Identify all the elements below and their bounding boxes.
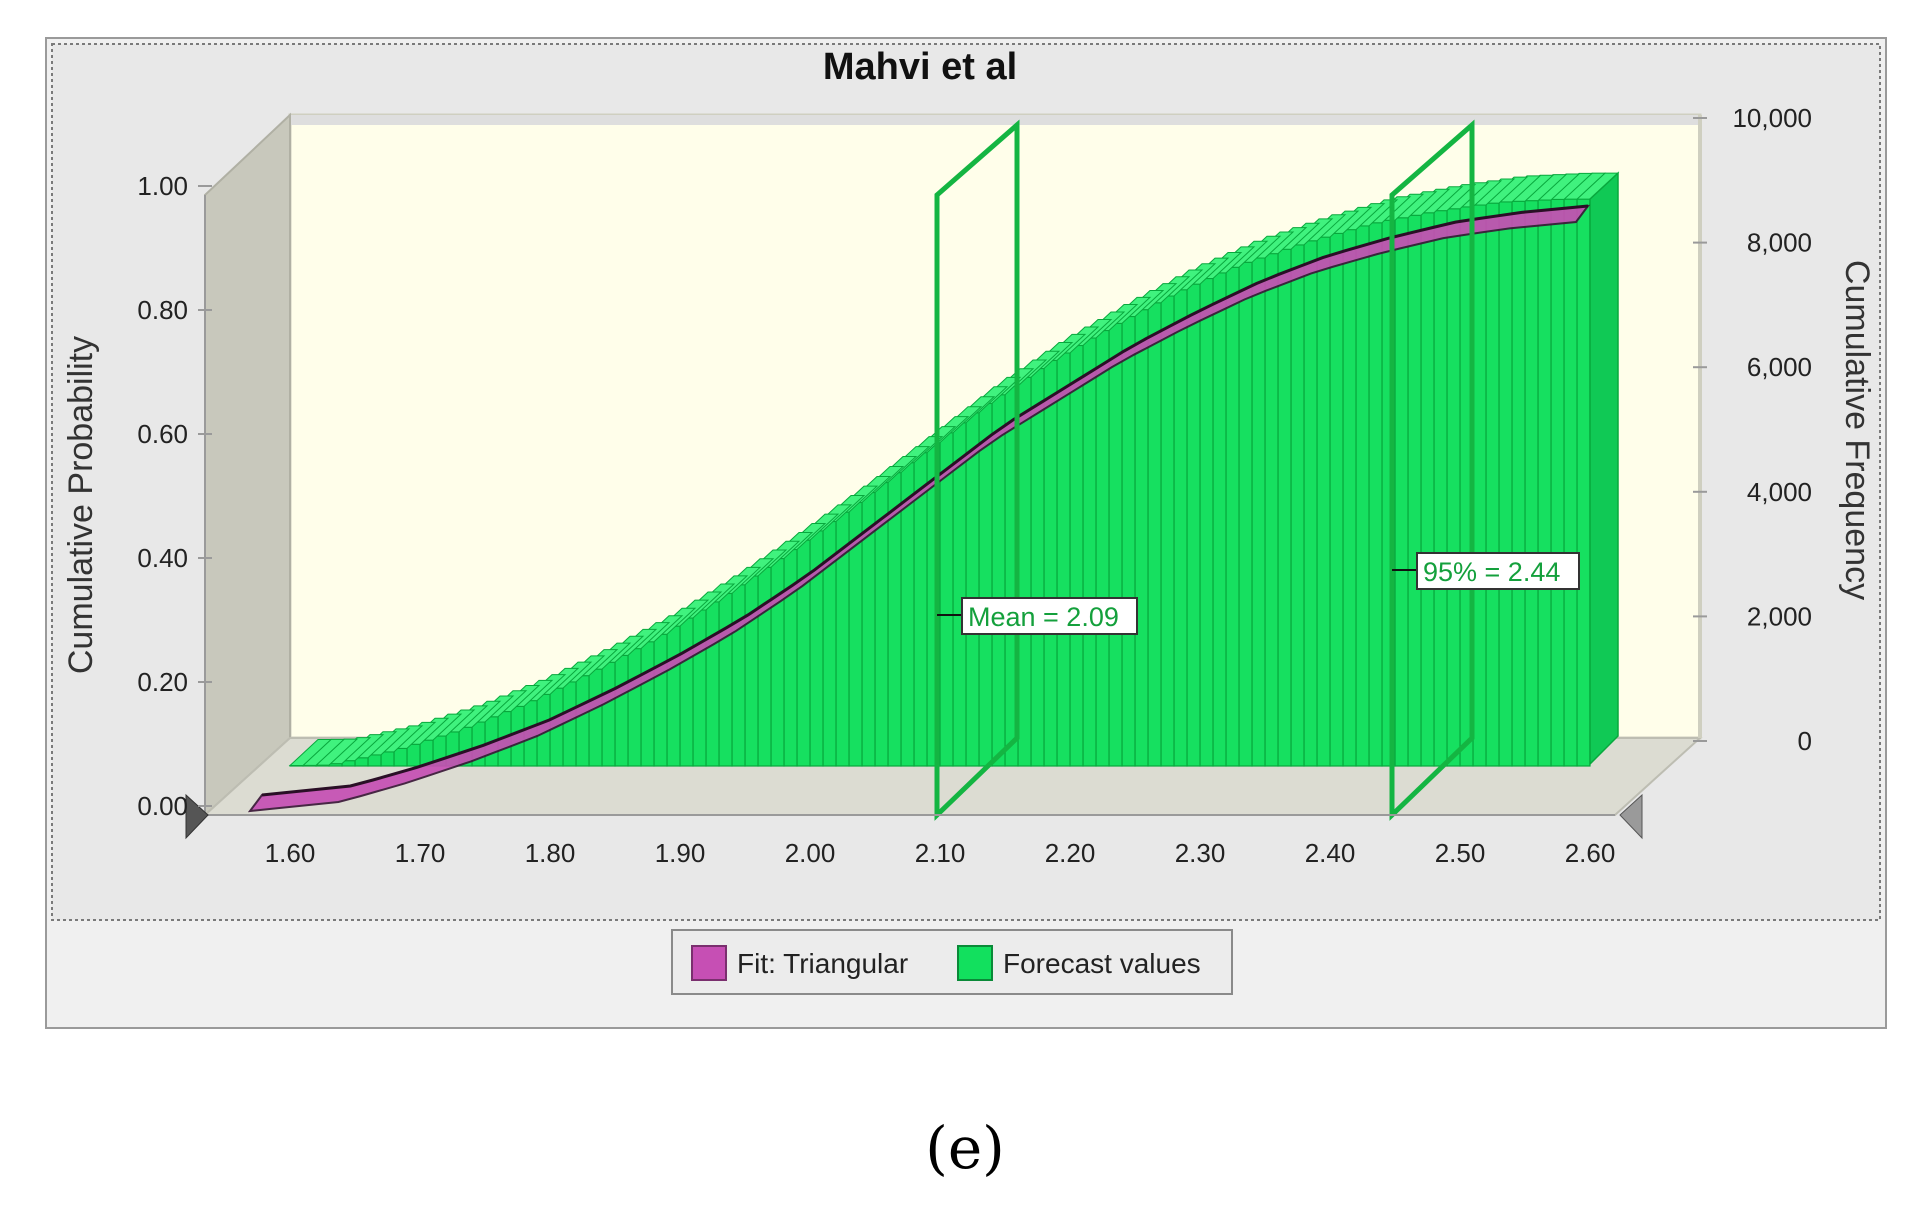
y2-axis-title: Cumulative Frequency [1838,260,1876,600]
y2-tick-label: 8,000 [1747,228,1812,258]
mean-marker-label: Mean = 2.09 [968,602,1119,632]
x-tick-label: 2.30 [1175,838,1226,868]
x-tick-label: 1.70 [395,838,446,868]
y-tick-label: 0.60 [137,419,188,449]
y2-tick-label: 0 [1798,726,1812,756]
chart-legend: Fit: Triangular Forecast values [671,929,1233,995]
x-tick-label: 2.10 [915,838,966,868]
forecast-bar [1497,175,1542,767]
x-axis-ticks: 1.60 1.70 1.80 1.90 2.00 2.10 2.20 2.30 2.40 2.50… [265,838,1616,868]
plot-left-wall [204,112,291,818]
plot-top-rim [205,115,1700,195]
x-tick-label: 1.90 [655,838,706,868]
legend-label-forecast: Forecast values [1003,948,1201,979]
x-tick-label: 1.80 [525,838,576,868]
y-tick-label: 0.00 [137,791,188,821]
y2-tick-label: 6,000 [1747,352,1812,382]
y2-axis-ticks: 0 2,000 4,000 6,000 8,000 10,000 [1693,103,1812,756]
triangular-fit-line [261,204,1589,797]
p95-marker[interactable]: 95% = 2.44 [1389,119,1580,821]
x-tick-label: 2.50 [1435,838,1486,868]
percentile-markers: Mean = 2.09 95% = 2.44 [934,119,1580,821]
y-tick-label: 0.20 [137,667,188,697]
forecast-bars [288,171,1620,767]
forecast-bar [288,739,333,767]
chart-title: Mahvi et al [823,46,1017,88]
mean-marker[interactable]: Mean = 2.09 [934,119,1138,821]
x-tick-label: 2.40 [1305,838,1356,868]
legend-swatch-triangular [691,945,727,981]
y2-tick-label: 4,000 [1747,477,1812,507]
y-axis-title: Cumulative Probability [62,336,100,674]
x-tick-label: 2.60 [1565,838,1616,868]
x-tick-label: 2.20 [1045,838,1096,868]
left-axis-grip[interactable] [185,793,209,840]
forecast-bar [1276,222,1321,767]
legend-label-triangular: Fit: Triangular [737,948,908,979]
legend-swatch-forecast [957,945,993,981]
right-axis-grip[interactable] [1619,793,1643,840]
forecast-bar [1562,172,1607,767]
y-tick-label: 0.40 [137,543,188,573]
y-tick-label: 0.80 [137,295,188,325]
y-tick-label: 1.00 [137,171,188,201]
x-tick-label: 1.60 [265,838,316,868]
triangular-fit-curve [247,204,1591,813]
forecast-bars-side [1589,171,1619,766]
forecast-bar [1341,203,1386,767]
y-axis-ticks: 0.00 0.20 0.40 0.60 0.80 1.00 [137,171,212,821]
x-tick-label: 2.00 [785,838,836,868]
p95-marker-label: 95% = 2.44 [1423,557,1560,587]
legend-box [671,929,1233,995]
figure-caption: (e) [925,1114,1005,1182]
y2-tick-label: 2,000 [1747,601,1812,631]
y2-tick-label: 10,000 [1732,103,1812,133]
